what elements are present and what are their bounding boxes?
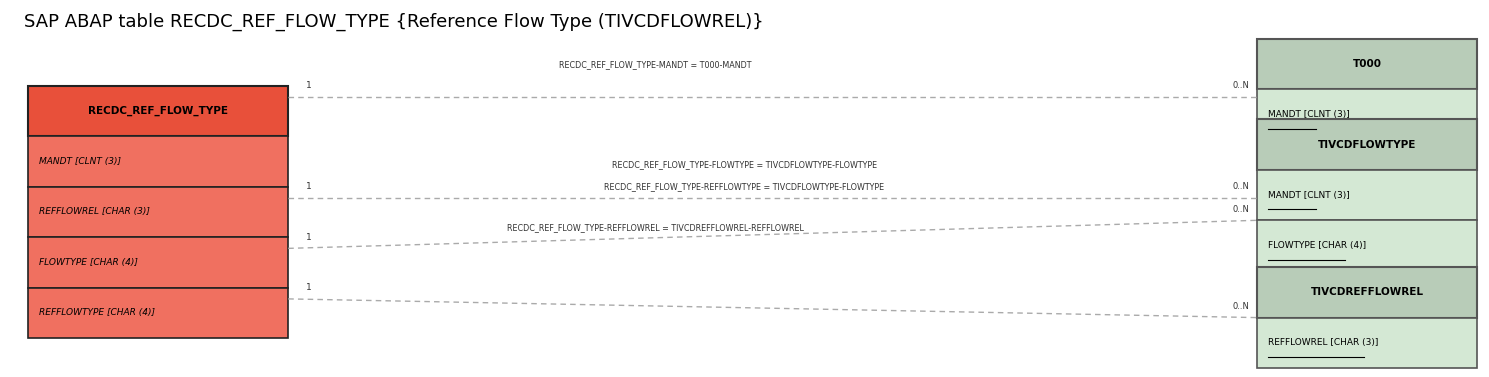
Text: FLOWTYPE [CHAR (4)]: FLOWTYPE [CHAR (4)] <box>39 258 137 267</box>
Text: 1: 1 <box>307 81 311 90</box>
Text: T000: T000 <box>1352 59 1382 69</box>
FancyBboxPatch shape <box>1257 170 1477 220</box>
FancyBboxPatch shape <box>28 86 289 136</box>
Text: RECDC_REF_FLOW_TYPE-MANDT = T000-MANDT: RECDC_REF_FLOW_TYPE-MANDT = T000-MANDT <box>558 60 752 69</box>
FancyBboxPatch shape <box>1257 39 1477 89</box>
Text: 1: 1 <box>307 283 311 292</box>
Text: REFFLOWTYPE [CHAR (4)]: REFFLOWTYPE [CHAR (4)] <box>39 308 155 317</box>
Text: 1: 1 <box>307 233 311 242</box>
Text: RECDC_REF_FLOW_TYPE-FLOWTYPE = TIVCDFLOWTYPE-FLOWTYPE: RECDC_REF_FLOW_TYPE-FLOWTYPE = TIVCDFLOW… <box>612 160 877 169</box>
Text: MANDT [CLNT (3)]: MANDT [CLNT (3)] <box>39 157 121 166</box>
FancyBboxPatch shape <box>1257 267 1477 317</box>
Text: TIVCDREFFLOWREL: TIVCDREFFLOWREL <box>1310 287 1423 297</box>
Text: RECDC_REF_FLOW_TYPE: RECDC_REF_FLOW_TYPE <box>88 106 228 116</box>
Text: MANDT [CLNT (3)]: MANDT [CLNT (3)] <box>1267 190 1349 199</box>
Text: RECDC_REF_FLOW_TYPE-REFFLOWREL = TIVCDREFFLOWREL-REFFLOWREL: RECDC_REF_FLOW_TYPE-REFFLOWREL = TIVCDRE… <box>506 223 804 232</box>
Text: TIVCDFLOWTYPE: TIVCDFLOWTYPE <box>1318 139 1416 150</box>
Text: REFFLOWREL [CHAR (3)]: REFFLOWREL [CHAR (3)] <box>1267 339 1377 347</box>
FancyBboxPatch shape <box>28 288 289 338</box>
Text: 0..N: 0..N <box>1233 81 1249 90</box>
Text: RECDC_REF_FLOW_TYPE-REFFLOWTYPE = TIVCDFLOWTYPE-FLOWTYPE: RECDC_REF_FLOW_TYPE-REFFLOWTYPE = TIVCDF… <box>605 182 884 191</box>
FancyBboxPatch shape <box>28 136 289 187</box>
Text: SAP ABAP table RECDC_REF_FLOW_TYPE {Reference Flow Type (TIVCDFLOWREL)}: SAP ABAP table RECDC_REF_FLOW_TYPE {Refe… <box>24 12 764 31</box>
Text: FLOWTYPE [CHAR (4)]: FLOWTYPE [CHAR (4)] <box>1267 241 1365 250</box>
Text: 1: 1 <box>307 182 311 191</box>
FancyBboxPatch shape <box>1257 317 1477 368</box>
FancyBboxPatch shape <box>28 187 289 237</box>
Text: 0..N: 0..N <box>1233 205 1249 214</box>
Text: MANDT [CLNT (3)]: MANDT [CLNT (3)] <box>1267 110 1349 119</box>
Text: 0..N: 0..N <box>1233 302 1249 311</box>
FancyBboxPatch shape <box>28 237 289 288</box>
FancyBboxPatch shape <box>1257 119 1477 170</box>
FancyBboxPatch shape <box>1257 220 1477 271</box>
Text: REFFLOWREL [CHAR (3)]: REFFLOWREL [CHAR (3)] <box>39 207 149 216</box>
FancyBboxPatch shape <box>1257 89 1477 140</box>
Text: 0..N: 0..N <box>1233 182 1249 191</box>
